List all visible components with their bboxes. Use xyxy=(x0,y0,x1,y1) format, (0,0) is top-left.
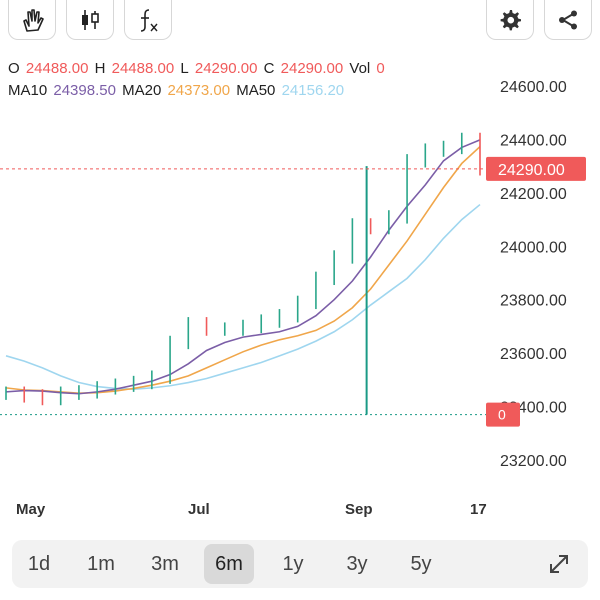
y-tick-label: 24200.00 xyxy=(500,186,567,203)
indicators-button[interactable] xyxy=(124,0,172,40)
current-price-badge xyxy=(486,156,586,181)
timeframe-1d[interactable]: 1d xyxy=(27,552,51,575)
y-tick-label: 24000.00 xyxy=(500,239,567,256)
volume-label: Vol xyxy=(349,60,371,77)
share-button[interactable] xyxy=(544,0,592,40)
ma20-line xyxy=(5,146,481,395)
close-label: C xyxy=(263,60,275,77)
timeframe-3m[interactable]: 3m xyxy=(151,552,179,575)
chart-type-button[interactable] xyxy=(66,0,114,40)
moving-average-legend: MA10 24398.50 MA20 24373.00 MA50 24156.2… xyxy=(8,82,346,99)
settings-button[interactable] xyxy=(486,0,534,40)
candlestick-icon xyxy=(82,9,99,30)
y-tick-label: 24400.00 xyxy=(500,132,567,149)
ma50-line xyxy=(5,203,481,391)
high-value: 24488.00 xyxy=(111,60,175,77)
volume-value: 0 xyxy=(376,60,385,77)
timeframe-5y[interactable]: 5y xyxy=(410,552,432,575)
ma10-label: MA10 xyxy=(8,82,48,99)
function-icon xyxy=(140,8,158,32)
y-tick-label: 23600.00 xyxy=(500,346,567,363)
x-tick-label: May xyxy=(16,501,46,518)
volume-badge xyxy=(486,402,520,427)
open-label: O xyxy=(8,60,20,77)
share-icon xyxy=(559,10,577,29)
timeframe-bar: 1d 1m 3m 6m 1y 3y 5y xyxy=(12,540,588,588)
timeframe-1y[interactable]: 1y xyxy=(282,552,304,575)
expand-icon[interactable] xyxy=(545,550,573,578)
timeframe-6m[interactable]: 6m xyxy=(204,544,254,584)
ma20-label: MA20 xyxy=(122,82,162,99)
close-value: 24290.00 xyxy=(280,60,344,77)
ma10-line xyxy=(5,139,481,395)
high-label: H xyxy=(94,60,106,77)
ma50-value: 24156.20 xyxy=(281,82,345,99)
volume-badge-text: 0 xyxy=(498,407,506,423)
low-value: 24290.00 xyxy=(194,60,258,77)
ma10-value: 24398.50 xyxy=(53,82,116,99)
ma20-value: 24373.00 xyxy=(167,82,231,99)
ma50-label: MA50 xyxy=(236,82,276,99)
y-tick-label: 24600.00 xyxy=(500,79,567,96)
x-tick-label: Jul xyxy=(188,501,210,518)
drawing-tool-button[interactable] xyxy=(8,0,56,40)
current-price-badge-text: 24290.00 xyxy=(498,162,565,179)
x-tick-label: Sep xyxy=(345,501,373,518)
timeframe-3y[interactable]: 3y xyxy=(346,552,368,575)
y-tick-label: 23200.00 xyxy=(500,453,567,470)
price-chart[interactable]: 24600.00 24400.00 24200.00 24000.00 23800.00… xyxy=(0,0,600,530)
x-tick-label: 17 xyxy=(470,501,487,518)
ohlc-legend: O 24488.00 H 24488.00 L 24290.00 C 24290… xyxy=(8,60,387,77)
hand-drawing-icon xyxy=(23,8,44,32)
open-value: 24488.00 xyxy=(25,60,89,77)
gear-icon xyxy=(500,9,521,30)
y-tick-label: 23800.00 xyxy=(500,293,567,310)
low-label: L xyxy=(180,60,189,77)
timeframe-1m[interactable]: 1m xyxy=(87,552,115,575)
